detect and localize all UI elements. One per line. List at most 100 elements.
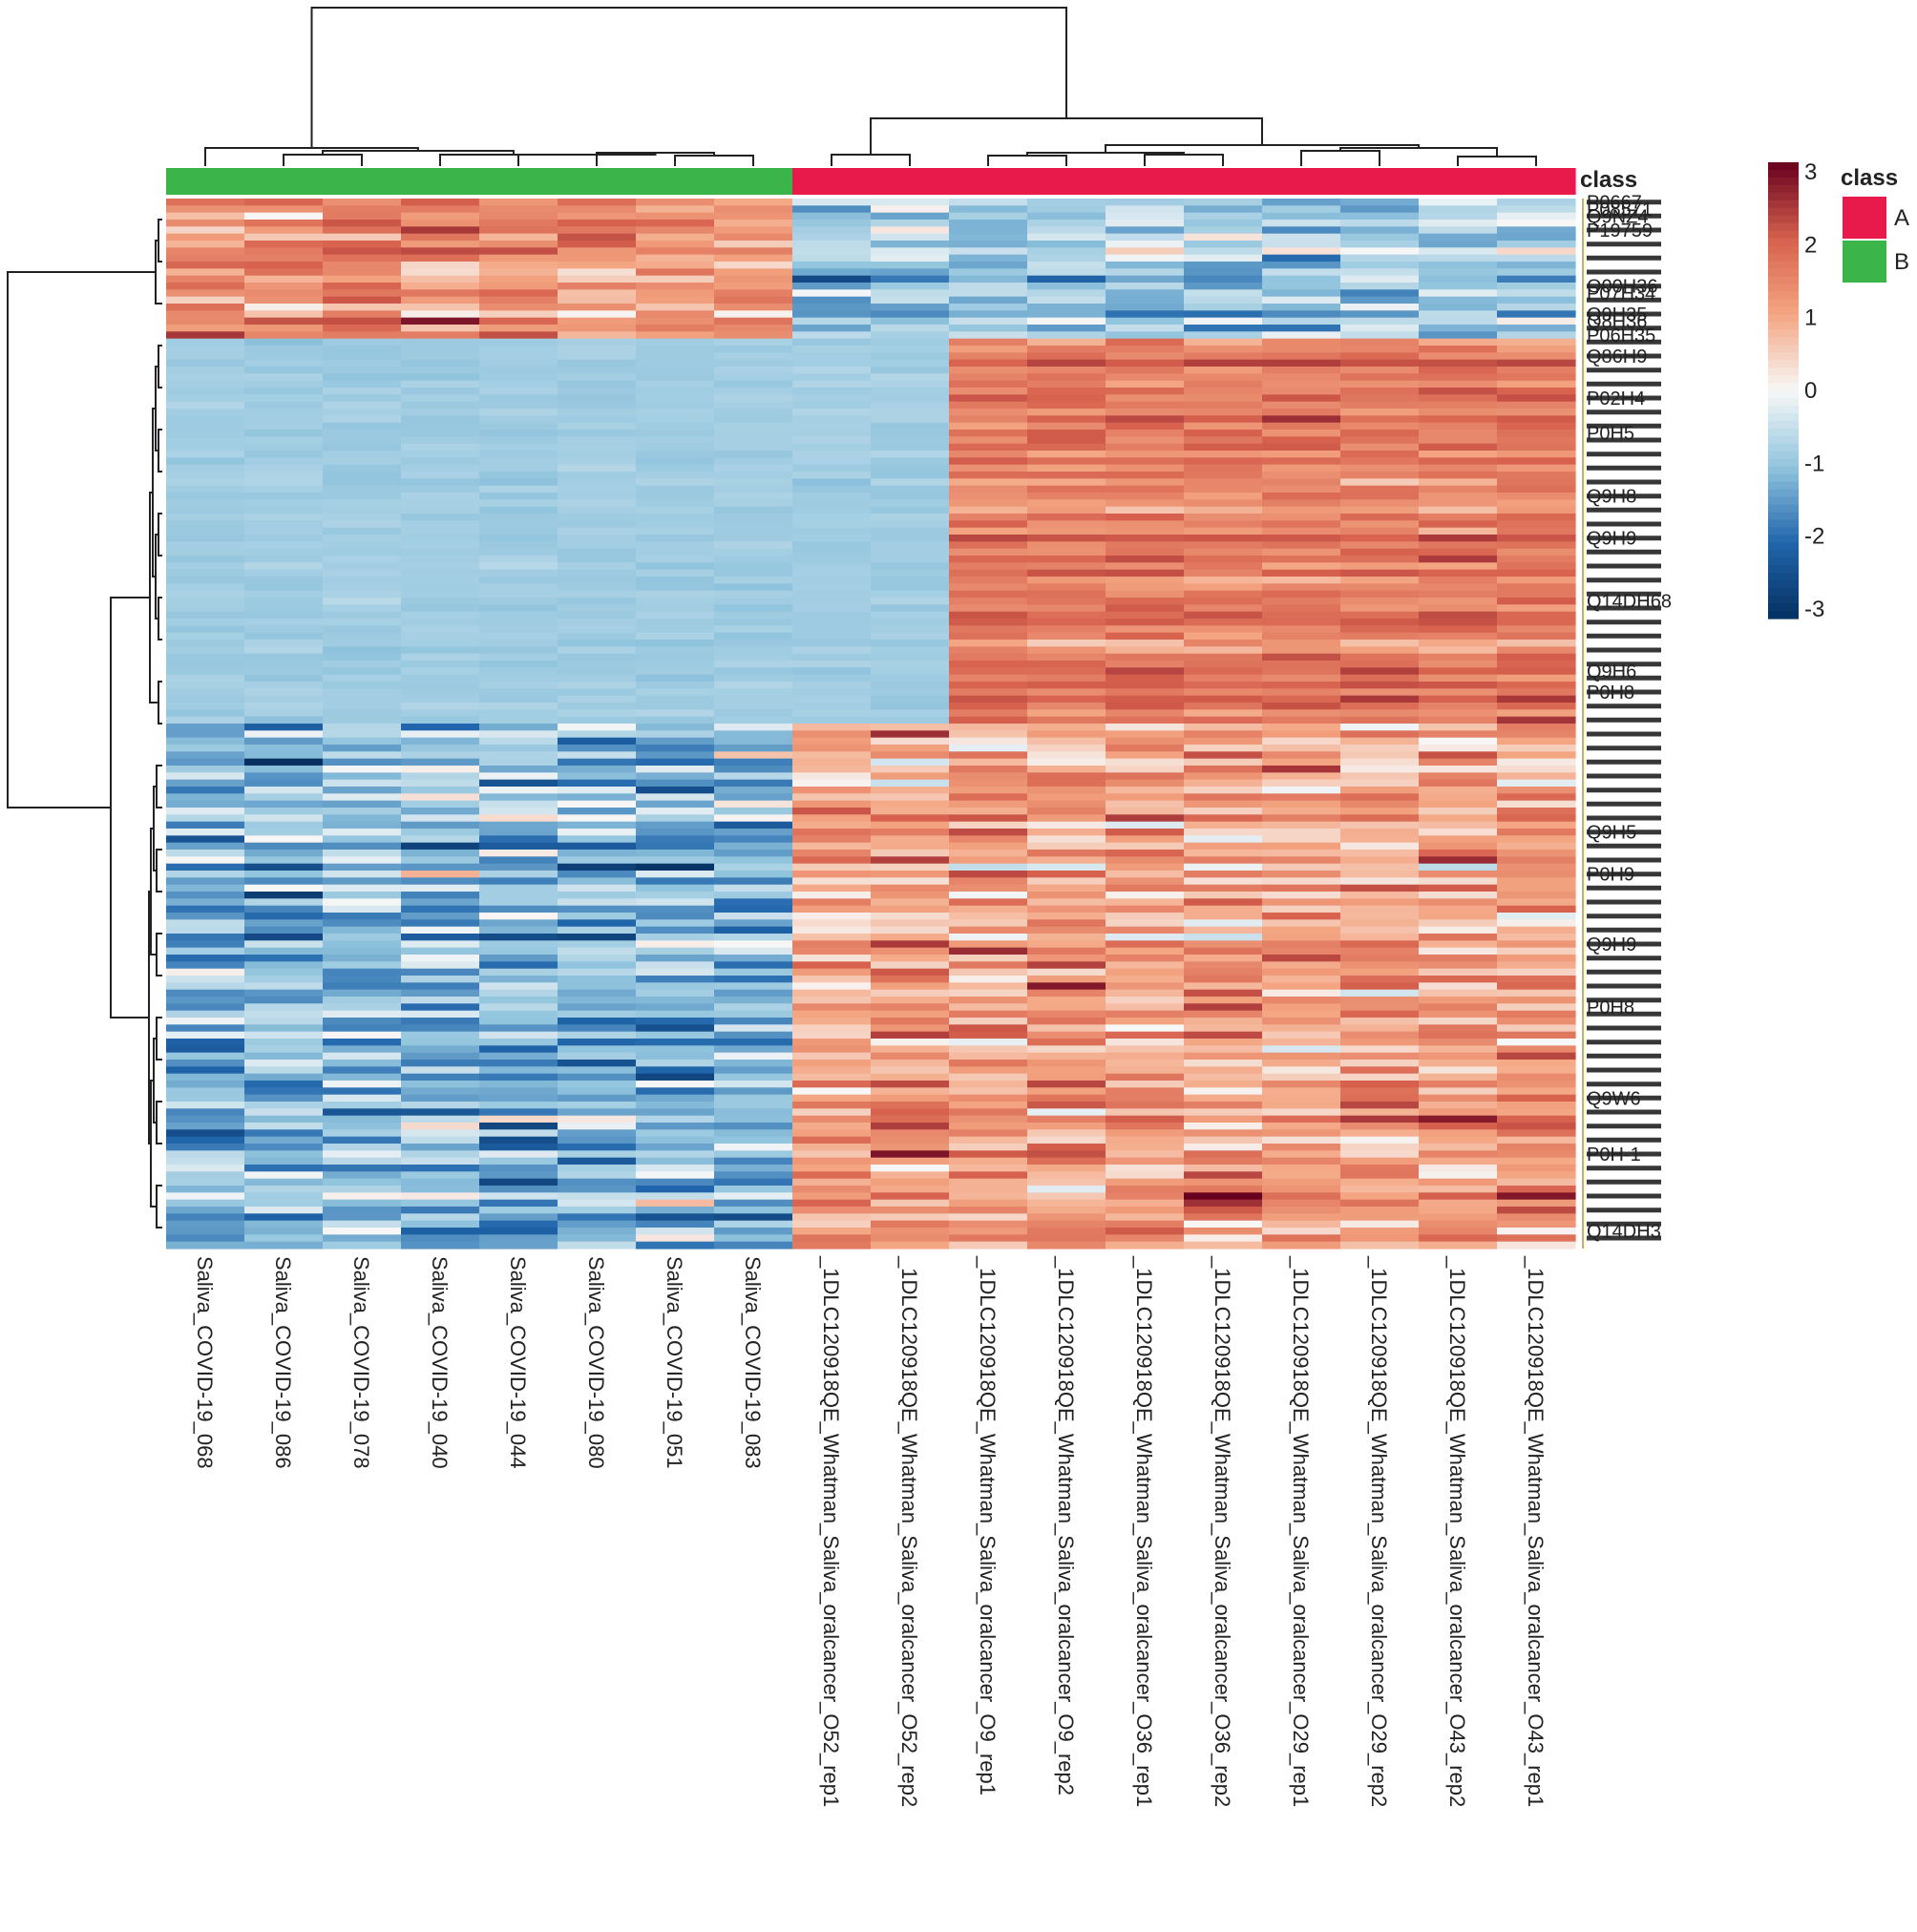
heatmap-cell xyxy=(558,1144,637,1151)
heatmap-cell xyxy=(1419,821,1498,830)
heatmap-cell xyxy=(244,514,324,521)
heatmap-cell xyxy=(1497,934,1576,941)
heatmap-cell xyxy=(1027,226,1106,235)
heatmap-cell xyxy=(244,352,324,361)
heatmap-cell xyxy=(244,541,324,550)
heatmap-cell xyxy=(166,1192,245,1201)
heatmap-cell xyxy=(244,451,324,458)
heatmap-cell xyxy=(636,1102,715,1109)
heatmap-cell xyxy=(1497,1087,1576,1096)
heatmap-cell xyxy=(323,913,402,920)
dendrogram-branch xyxy=(283,154,363,166)
heatmap-cell xyxy=(871,1003,950,1012)
heatmap-cell xyxy=(1419,577,1498,584)
heatmap-cell xyxy=(1262,625,1341,634)
heatmap-cell xyxy=(166,919,245,928)
heatmap-cell xyxy=(479,262,558,269)
heatmap-cell xyxy=(558,409,637,416)
heatmap-cell xyxy=(949,247,1028,256)
heatmap-cell xyxy=(792,947,872,956)
heatmap-cell xyxy=(1106,653,1185,662)
heatmap-cell xyxy=(1184,1024,1263,1033)
heatmap-cell xyxy=(1340,562,1420,571)
heatmap-cell xyxy=(1419,1228,1498,1235)
heatmap-cell xyxy=(1262,443,1341,452)
heatmap-cell xyxy=(1184,520,1263,529)
heatmap-cell xyxy=(949,961,1028,970)
heatmap-cell xyxy=(949,598,1028,605)
heatmap-cell xyxy=(1419,359,1498,368)
heatmap-cell xyxy=(323,1144,402,1151)
heatmap-cell xyxy=(871,367,950,374)
heatmap-cell xyxy=(1184,1165,1263,1172)
heatmap-cell xyxy=(949,443,1028,452)
heatmap-cell xyxy=(1027,205,1106,214)
heatmap-cell xyxy=(166,289,245,298)
heatmap-cell xyxy=(792,892,872,899)
heatmap-cell xyxy=(792,661,872,668)
heatmap-cell xyxy=(1340,430,1420,437)
heatmap-cell xyxy=(1184,199,1263,206)
annotation-cell-A xyxy=(871,168,950,195)
heatmap-cell xyxy=(1419,1144,1498,1151)
heatmap-cell xyxy=(1106,1031,1185,1040)
heatmap-cell xyxy=(1497,745,1576,752)
heatmap-cell xyxy=(323,422,402,430)
heatmap-cell xyxy=(714,1234,793,1243)
heatmap-cell xyxy=(401,772,480,781)
heatmap-cell xyxy=(401,842,480,850)
heatmap-cell xyxy=(479,346,558,353)
heatmap-cell xyxy=(871,625,950,634)
heatmap-cell xyxy=(1027,590,1106,598)
heatmap-cell xyxy=(401,808,480,815)
heatmap-cell xyxy=(479,667,558,676)
heatmap-cell xyxy=(323,877,402,886)
heatmap-cell xyxy=(479,829,558,836)
heatmap-cell xyxy=(1027,262,1106,269)
heatmap-cell xyxy=(1184,283,1263,290)
heatmap-cell xyxy=(1340,1171,1420,1180)
heatmap-cell xyxy=(1106,499,1185,508)
heatmap-cell xyxy=(558,310,637,319)
heatmap-cell xyxy=(1262,926,1341,934)
heatmap-cell xyxy=(1262,619,1341,626)
color-scale-step xyxy=(1768,565,1799,574)
heatmap-cell xyxy=(949,199,1028,206)
heatmap-cell xyxy=(1184,401,1263,410)
heatmap-cell xyxy=(479,352,558,361)
heatmap-cell xyxy=(1497,1207,1576,1214)
heatmap-cell xyxy=(636,541,715,550)
dendrogram-branch xyxy=(831,154,911,166)
heatmap-cell xyxy=(1419,1052,1498,1060)
column-label: _1DLC120918QE_Whatman_Saliva_oralcancer_… xyxy=(1289,1255,1313,1807)
heatmap-cell xyxy=(323,982,402,991)
heatmap-cell xyxy=(166,1228,245,1235)
heatmap-cell xyxy=(166,1207,245,1214)
heatmap-cell xyxy=(1184,1003,1263,1012)
heatmap-cell xyxy=(1262,989,1341,998)
heatmap-cell xyxy=(479,926,558,934)
heatmap-cell xyxy=(1497,212,1576,220)
heatmap-cell xyxy=(949,997,1028,1004)
heatmap-cell xyxy=(636,947,715,956)
heatmap-cell xyxy=(166,913,245,920)
annotation-cell-A xyxy=(1419,168,1498,195)
heatmap-cell xyxy=(401,913,480,920)
heatmap-cell xyxy=(166,331,245,340)
heatmap-cell xyxy=(401,493,480,500)
heatmap-cell xyxy=(244,856,324,865)
heatmap-cell xyxy=(1262,506,1341,514)
heatmap-cell xyxy=(1106,674,1185,682)
heatmap-cell xyxy=(479,1010,558,1018)
heatmap-cell xyxy=(949,842,1028,850)
heatmap-cell xyxy=(1184,884,1263,892)
heatmap-cell xyxy=(871,1115,950,1124)
heatmap-cell xyxy=(323,1010,402,1018)
heatmap-cell xyxy=(1027,730,1106,739)
heatmap-cell xyxy=(401,940,480,949)
heatmap-cell xyxy=(1419,934,1498,941)
heatmap-cell xyxy=(949,835,1028,844)
heatmap-cell xyxy=(323,611,402,620)
heatmap-cell xyxy=(792,758,872,766)
heatmap-cell xyxy=(1340,331,1420,340)
